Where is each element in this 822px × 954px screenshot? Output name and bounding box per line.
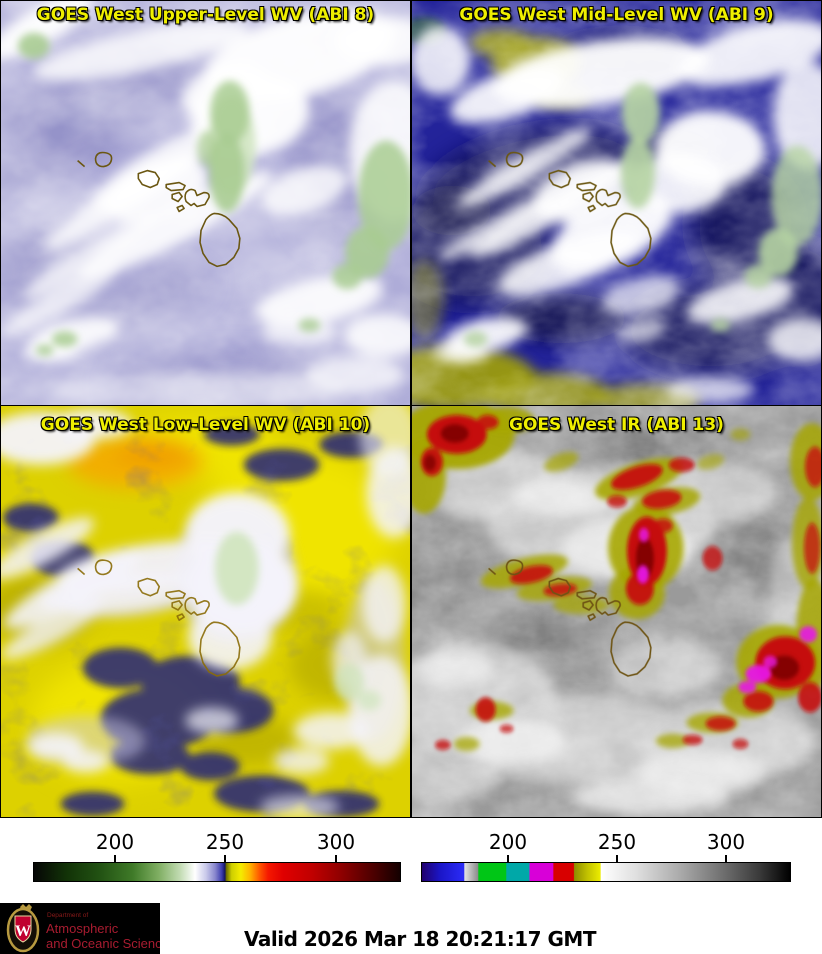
panel-title-upper-wv: GOES West Upper-Level WV (ABI 8) <box>36 5 375 25</box>
wv-colorbar: 200 250 300 <box>33 830 401 884</box>
logo-line1: Atmospheric <box>46 921 119 936</box>
ir-colorbar-tick-300: 300 <box>706 830 746 854</box>
tick-mark <box>335 855 337 862</box>
wv-colorbar-tick-200: 200 <box>95 830 135 854</box>
uw-aos-logo: W Department of Atmospheric and Oceanic … <box>0 903 176 954</box>
panel-upper-level-wv: GOES West Upper-Level WV (ABI 8) <box>0 0 411 406</box>
satellite-image-upper-wv <box>1 1 410 405</box>
ir-colorbar-gradient <box>421 862 791 882</box>
logo-dept-line: Department of <box>47 912 88 919</box>
logo-line2: and Oceanic Sciences <box>46 936 160 951</box>
tick-mark <box>507 855 509 862</box>
panel-mid-level-wv: GOES West Mid-Level WV (ABI 9) <box>411 0 822 406</box>
uw-aos-logo-image: W Department of Atmospheric and Oceanic … <box>0 903 176 954</box>
wv-colorbar-tick-250: 250 <box>205 830 245 854</box>
tick-mark <box>114 855 116 862</box>
satellite-image-low-wv <box>1 406 410 817</box>
wv-colorbar-tick-300: 300 <box>316 830 356 854</box>
tick-mark <box>725 855 727 862</box>
satellite-image-ir <box>412 406 821 817</box>
panel-title-ir: GOES West IR (ABI 13) <box>509 415 724 435</box>
tick-mark <box>224 855 226 862</box>
uw-monogram: W <box>15 923 31 940</box>
panel-title-low-wv: GOES West Low-Level WV (ABI 10) <box>40 415 371 435</box>
uw-crest: W <box>6 904 40 953</box>
panel-ir: GOES West IR (ABI 13) <box>411 405 822 818</box>
wv-colorbar-gradient <box>33 862 401 882</box>
valid-timestamp: Valid 2026 Mar 18 20:21:17 GMT <box>244 927 596 951</box>
ir-colorbar-tick-200: 200 <box>488 830 528 854</box>
panel-low-level-wv: GOES West Low-Level WV (ABI 10) <box>0 405 411 818</box>
satellite-image-mid-wv <box>412 1 821 405</box>
tick-mark <box>616 855 618 862</box>
panel-title-mid-wv: GOES West Mid-Level WV (ABI 9) <box>459 5 774 25</box>
ir-colorbar: 200 250 300 <box>421 830 791 884</box>
ir-colorbar-tick-250: 250 <box>597 830 637 854</box>
